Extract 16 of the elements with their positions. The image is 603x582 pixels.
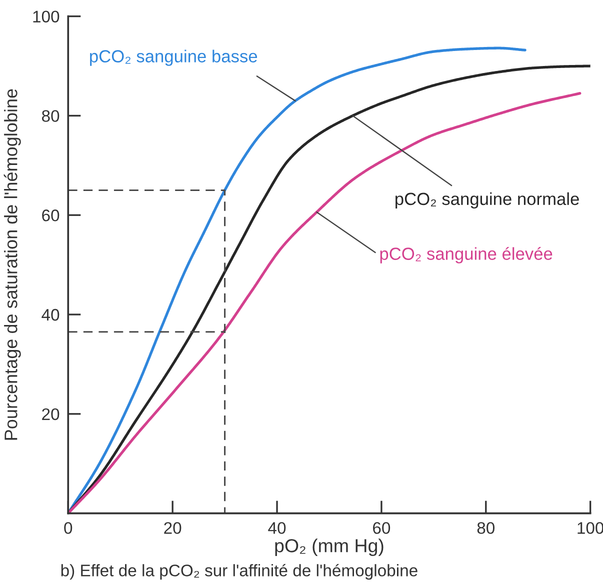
y-tick-label: 80: [42, 110, 60, 122]
y-axis-title: Pourcentage de saturation de l'hémoglobine: [4, 89, 21, 440]
x-axis-title: pO₂ (mm Hg): [275, 538, 384, 556]
y-tick-label: 40: [42, 308, 60, 321]
x-tick-label: 20: [164, 522, 182, 534]
text: pCO₂ sanguine élevée: [380, 246, 552, 264]
x-tick-label: 40: [268, 522, 286, 534]
text: b) Effet de la pCO₂ sur l'affinité de l'hémoglobine: [61, 564, 418, 580]
x-tick-label: 80: [477, 522, 495, 534]
text: pCO₂ sanguine basse: [90, 50, 258, 66]
text: pCO₂ sanguine normale: [396, 192, 579, 209]
y-tick-label: 60: [42, 210, 60, 222]
x-tick-label: 0: [64, 522, 72, 534]
y-tick-label: 20: [42, 408, 60, 420]
y-tick-label: 100: [33, 10, 60, 22]
x-tick-label: 60: [373, 522, 390, 534]
